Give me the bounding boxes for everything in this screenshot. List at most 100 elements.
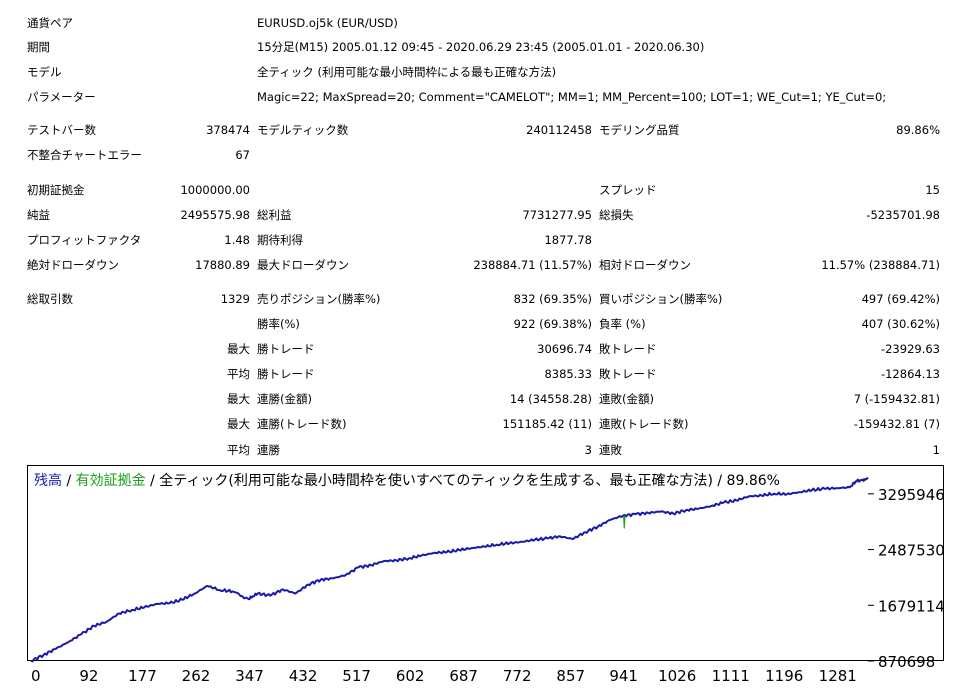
chart-title-equity: 有効証拠金 bbox=[75, 473, 146, 489]
rel-dd-value: 11.57% (238884.71) bbox=[821, 258, 940, 272]
y-tick-label: 870698 bbox=[878, 653, 935, 671]
x-tick-label: 432 bbox=[289, 667, 318, 685]
x-tick-label: 92 bbox=[79, 667, 98, 685]
equity-series-line bbox=[623, 515, 626, 529]
gross-profit-label: 総利益 bbox=[257, 208, 292, 222]
y-tick-label: 2487530 bbox=[878, 542, 945, 560]
chart-title-sep: / bbox=[62, 473, 76, 489]
row-value-period: 15分足(M15) 2005.01.12 09:45 - 2020.06.29 … bbox=[257, 40, 705, 54]
pf-value: 1.48 bbox=[224, 233, 250, 247]
x-tick-label: 0 bbox=[31, 667, 41, 685]
max-cons-loss-label: 連敗(トレード数) bbox=[599, 417, 689, 431]
bars-value: 378474 bbox=[206, 123, 250, 137]
x-tick-label: 1281 bbox=[819, 667, 857, 685]
long-value: 497 (69.42%) bbox=[861, 292, 940, 306]
row-label-model: モデル bbox=[27, 65, 62, 79]
expected-label: 期待利得 bbox=[257, 233, 303, 247]
net-label: 純益 bbox=[27, 208, 50, 222]
mismatch-label: 不整合チャートエラー bbox=[27, 148, 142, 162]
deposit-label: 初期証拠金 bbox=[27, 183, 85, 197]
loss-value: 407 (30.62%) bbox=[861, 317, 940, 331]
avg-prefix-2: 平均 bbox=[227, 443, 250, 457]
win-value: 922 (69.38%) bbox=[513, 317, 592, 331]
x-tick-label: 177 bbox=[128, 667, 157, 685]
ticks-value: 240112458 bbox=[526, 123, 592, 137]
row-label-period: 期間 bbox=[27, 40, 50, 54]
chart-title-rest: / 全ティック(利用可能な最小時間枠を使いすべてのティックを生成する、最も正確な… bbox=[145, 473, 780, 489]
x-tick-label: 517 bbox=[342, 667, 371, 685]
x-tick-label: 1026 bbox=[658, 667, 696, 685]
avg-win-value: 8385.33 bbox=[544, 367, 592, 381]
row-label-params: パラメーター bbox=[27, 90, 96, 104]
x-tick-label: 602 bbox=[396, 667, 425, 685]
net-value: 2495575.98 bbox=[180, 208, 250, 222]
loss-label: 負率 (%) bbox=[599, 317, 646, 331]
quality-value: 89.86% bbox=[896, 123, 940, 137]
x-tick-label: 772 bbox=[503, 667, 532, 685]
max-cons-losses-value: 7 (-159432.81) bbox=[853, 392, 940, 406]
y-tick-label: 1679114 bbox=[878, 597, 945, 615]
x-tick-label: 262 bbox=[182, 667, 211, 685]
bars-label: テストバー数 bbox=[27, 123, 96, 137]
max-cons-loss-value: -159432.81 (7) bbox=[853, 417, 940, 431]
largest-loss-value: -23929.63 bbox=[880, 342, 940, 356]
max-prefix-2: 最大 bbox=[227, 392, 250, 406]
balance-series-line bbox=[30, 477, 869, 663]
max-prefix-1: 最大 bbox=[227, 342, 250, 356]
row-value-params: Magic=22; MaxSpread=20; Comment="CAMELOT… bbox=[257, 90, 887, 104]
x-tick-label: 347 bbox=[235, 667, 264, 685]
gross-loss-value: -5235701.98 bbox=[866, 208, 940, 222]
row-label-symbol: 通貨ペア bbox=[27, 16, 73, 30]
max-prefix-3: 最大 bbox=[227, 417, 250, 431]
x-tick-label: 1196 bbox=[765, 667, 803, 685]
row-value-model: 全ティック (利用可能な最小時間枠による最も正確な方法) bbox=[257, 65, 557, 79]
max-dd-value: 238884.71 (11.57%) bbox=[473, 258, 592, 272]
trades-label: 総取引数 bbox=[27, 292, 73, 306]
gross-loss-label: 総損失 bbox=[599, 208, 634, 222]
x-tick-label: 857 bbox=[556, 667, 585, 685]
x-tick-label: 687 bbox=[449, 667, 478, 685]
avg-cons-wins-value: 3 bbox=[584, 443, 592, 457]
abs-dd-value: 17880.89 bbox=[195, 258, 250, 272]
win-label: 勝率(%) bbox=[257, 317, 300, 331]
x-tick-label: 941 bbox=[609, 667, 638, 685]
max-cons-wins-value: 14 (34558.28) bbox=[509, 392, 592, 406]
max-cons-profit-label: 連勝(トレード数) bbox=[257, 417, 347, 431]
largest-win-label: 勝トレード bbox=[257, 342, 315, 356]
largest-loss-label: 敗トレード bbox=[599, 342, 657, 356]
x-tick-label: 1111 bbox=[712, 667, 750, 685]
quality-label: モデリング品質 bbox=[599, 123, 680, 137]
largest-win-value: 30696.74 bbox=[537, 342, 592, 356]
long-label: 買いポジション(勝率%) bbox=[599, 292, 723, 306]
spread-value: 15 bbox=[925, 183, 940, 197]
max-cons-wins-label: 連勝(金額) bbox=[257, 392, 312, 406]
avg-cons-wins-label: 連勝 bbox=[257, 443, 280, 457]
avg-win-label: 勝トレード bbox=[257, 367, 315, 381]
pf-label: プロフィットファクタ bbox=[27, 233, 142, 247]
avg-cons-losses-value: 1 bbox=[932, 443, 940, 457]
max-cons-profit-value: 151185.42 (11) bbox=[502, 417, 592, 431]
abs-dd-label: 絶対ドローダウン bbox=[27, 258, 119, 272]
short-value: 832 (69.35%) bbox=[513, 292, 592, 306]
mismatch-value: 67 bbox=[235, 148, 250, 162]
deposit-value: 1000000.00 bbox=[180, 183, 250, 197]
expected-value: 1877.78 bbox=[544, 233, 592, 247]
max-cons-losses-label: 連敗(金額) bbox=[599, 392, 654, 406]
avg-loss-value: -12864.13 bbox=[880, 367, 940, 381]
avg-cons-losses-label: 連敗 bbox=[599, 443, 622, 457]
spread-label: スプレッド bbox=[599, 183, 657, 197]
y-tick-label: 3295946 bbox=[878, 486, 945, 504]
ticks-label: モデルティック数 bbox=[257, 123, 349, 137]
chart-title: 残高 / 有効証拠金 / 全ティック(利用可能な最小時間枠を使いすべてのティック… bbox=[34, 472, 780, 490]
avg-loss-label: 敗トレード bbox=[599, 367, 657, 381]
chart-title-balance: 残高 bbox=[34, 473, 62, 489]
gross-profit-value: 7731277.95 bbox=[522, 208, 592, 222]
rel-dd-label: 相対ドローダウン bbox=[599, 258, 691, 272]
chart-frame bbox=[27, 465, 944, 661]
avg-prefix-1: 平均 bbox=[227, 367, 250, 381]
row-value-symbol: EURUSD.oj5k (EUR/USD) bbox=[257, 16, 398, 30]
short-label: 売りポジション(勝率%) bbox=[257, 292, 381, 306]
max-dd-label: 最大ドローダウン bbox=[257, 258, 349, 272]
trades-value: 1329 bbox=[220, 292, 250, 306]
